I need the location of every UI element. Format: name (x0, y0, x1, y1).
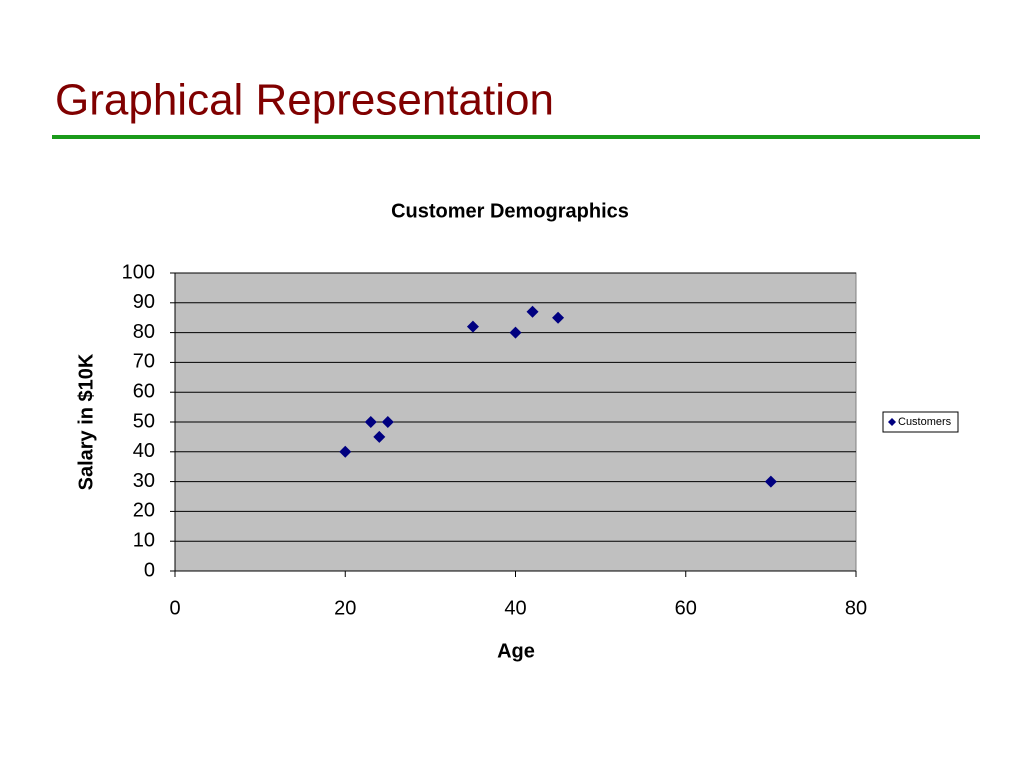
y-tick-label: 100 (122, 261, 155, 283)
y-axis-label: Salary in $10K (75, 353, 97, 490)
x-tick-label: 40 (504, 597, 526, 619)
x-tick-label: 20 (334, 597, 356, 619)
y-tick-label: 90 (133, 291, 155, 313)
data-point (381, 416, 394, 428)
data-point (764, 475, 777, 488)
data-point (373, 430, 386, 443)
data-point (364, 416, 377, 428)
y-tick-label: 80 (133, 321, 155, 343)
y-tick-label: 0 (144, 559, 155, 581)
slide-title: Graphical Representation (55, 76, 554, 125)
data-point (466, 320, 479, 333)
x-axis-label: Age (497, 640, 535, 662)
y-tick-label: 40 (133, 440, 155, 462)
x-tick-label: 80 (845, 597, 867, 619)
y-tick-label: 50 (133, 410, 155, 432)
y-tick-label: 10 (133, 529, 155, 551)
y-tick-label: 70 (133, 351, 155, 373)
chart-title: Customer Demographics (391, 200, 629, 222)
title-rule (52, 135, 980, 139)
y-tick-label: 20 (133, 500, 155, 522)
data-point (552, 311, 565, 324)
legend-marker (888, 418, 896, 426)
y-tick-label: 30 (133, 470, 155, 492)
legend-label: Customers (898, 416, 952, 428)
y-tick-label: 60 (133, 380, 155, 402)
x-tick-label: 0 (169, 597, 180, 619)
x-tick-label: 60 (675, 597, 697, 619)
data-point (526, 305, 539, 318)
data-point (509, 326, 522, 339)
data-point (339, 445, 352, 458)
legend-box (882, 411, 959, 433)
